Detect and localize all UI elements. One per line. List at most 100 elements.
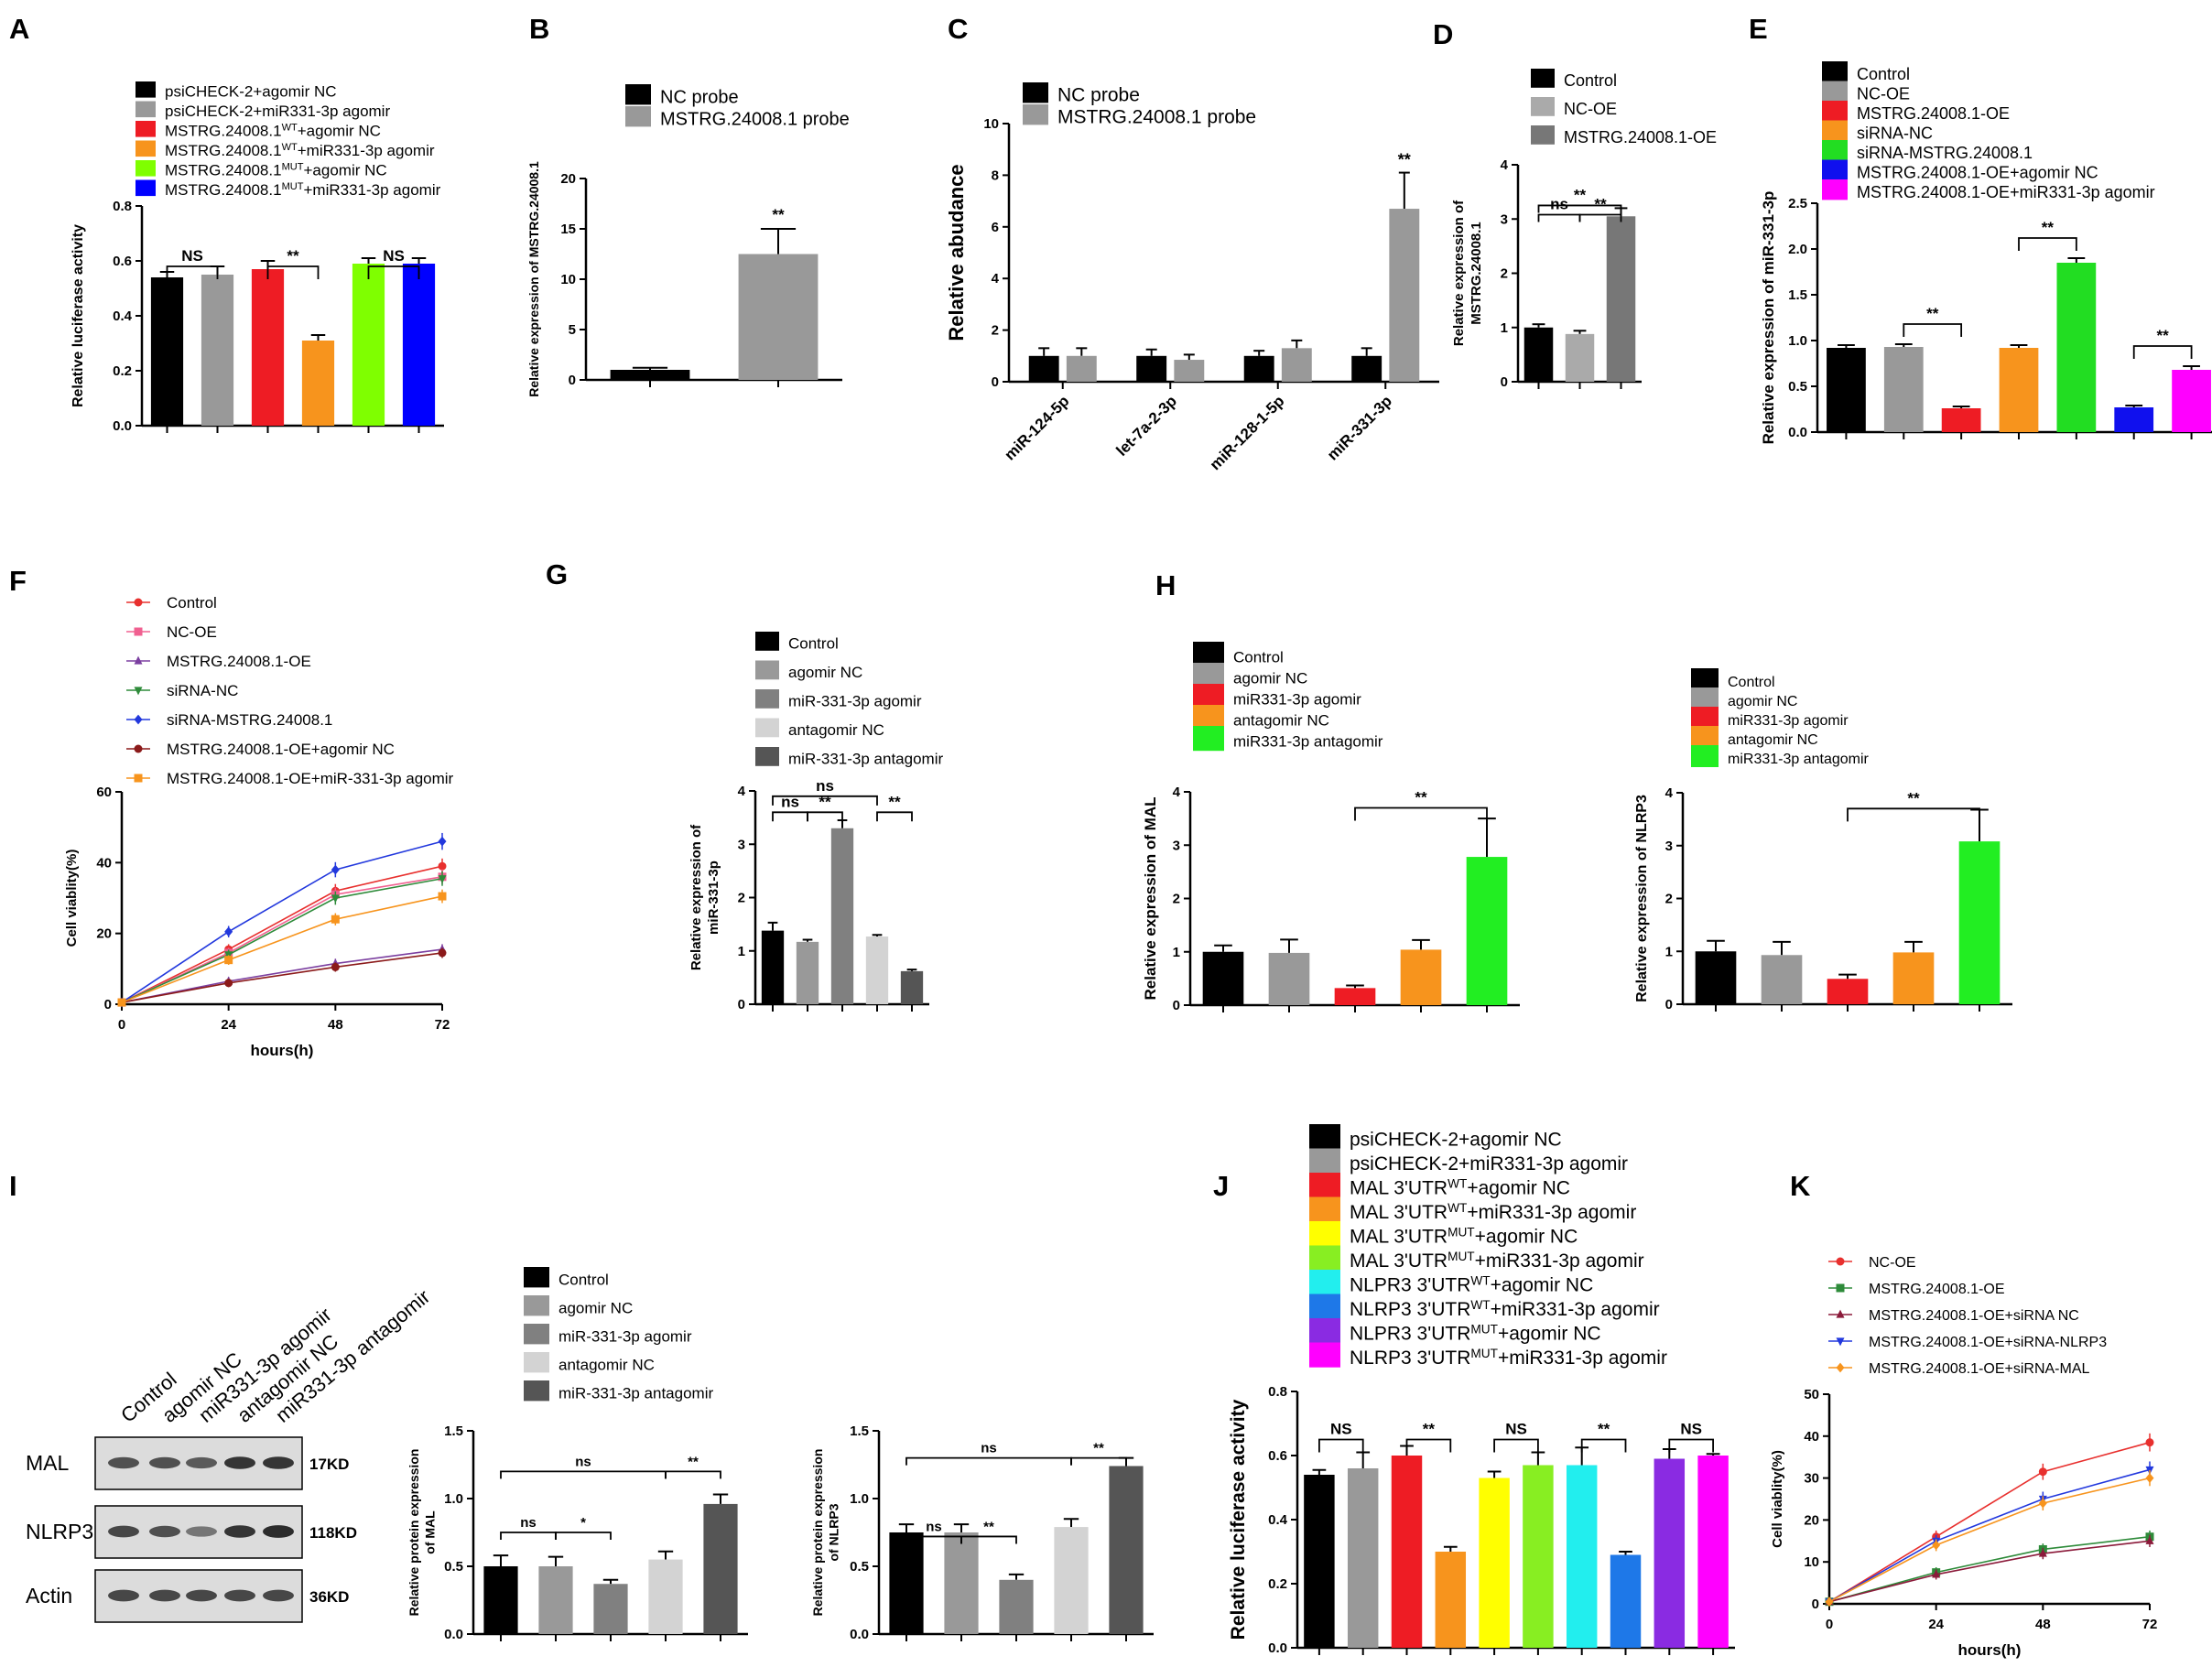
- data-point: [1932, 1540, 1941, 1551]
- legend-label-main: Control: [1233, 648, 1284, 666]
- legend-swatch: [1822, 101, 1848, 122]
- legend-label-main: antagomir NC: [1233, 711, 1329, 729]
- y-tick-label: 0.8: [1268, 1384, 1287, 1400]
- y-tick-label: 20: [1804, 1512, 1819, 1528]
- legend-label: MSTRG.24008.1 probe: [1057, 107, 1256, 128]
- significance-label: **: [2157, 327, 2170, 344]
- data-point: [2145, 1438, 2154, 1447]
- x-tick-label: 72: [435, 1017, 450, 1033]
- legend-swatch: [1691, 707, 1719, 729]
- legend-label-rest: +miR331-3p agomir: [1491, 1299, 1660, 1320]
- legend-swatch: [1822, 140, 1848, 161]
- bar: [402, 264, 436, 426]
- blot-band: [224, 1589, 255, 1602]
- significance-label: **: [888, 793, 901, 810]
- x-axis-title: hours(h): [251, 1042, 314, 1059]
- legend-label: Control: [788, 634, 839, 652]
- blot-protein-label: Actin: [26, 1584, 72, 1607]
- legend-label: Control: [1728, 675, 1775, 690]
- data-point: [1836, 1283, 1845, 1293]
- y-tick-label: 2: [1501, 266, 1508, 282]
- legend-label: miR331-3p antagomir: [1728, 752, 1870, 767]
- legend-label-rest: +agomir NC: [304, 161, 387, 179]
- blot-band: [149, 1589, 180, 1602]
- legend: psiCHECK-2+agomir NC psiCHECK-2+miR331-3p…: [136, 81, 441, 199]
- bar: [900, 970, 924, 1004]
- y-tick-label: 4: [992, 271, 1000, 287]
- data-point: [438, 861, 447, 871]
- legend-swatch: [1691, 668, 1719, 690]
- significance-bracket: [500, 1532, 557, 1540]
- legend-label-main: MSTRG.24008.1: [165, 181, 282, 199]
- legend-swatch: [755, 689, 779, 709]
- legend-label-main: agomir NC: [788, 664, 862, 681]
- y-tick-label: 0.5: [1788, 379, 1807, 395]
- bar: [830, 828, 854, 1004]
- bar: [301, 341, 335, 426]
- y-tick-label: 5: [569, 322, 576, 338]
- legend-swatch: [1309, 1196, 1340, 1222]
- blot-band: [263, 1456, 294, 1469]
- legend-swatch: [1822, 120, 1848, 141]
- data-point: [331, 864, 340, 875]
- legend-label: psiCHECK-2+miR331-3p agomir: [1350, 1153, 1628, 1174]
- significance-bracket: [665, 1470, 721, 1479]
- legend-label: NLPR3 3'UTRWT+agomir NC: [1350, 1273, 1593, 1295]
- data-point: [134, 774, 143, 783]
- panel-letter-H: H: [1155, 569, 1176, 601]
- significance-bracket: [1537, 204, 1622, 213]
- legend-swatch: [524, 1295, 549, 1316]
- data-point: [1836, 1337, 1845, 1347]
- y-tick-label: 10: [983, 116, 999, 132]
- legend-label: agomir NC: [788, 664, 862, 681]
- significance-label: **: [1926, 305, 1939, 322]
- y-axis-title: Cell viablity(%): [1770, 1450, 1785, 1548]
- y-tick-label: 0.5: [444, 1559, 463, 1575]
- y-axis-title: Relative protein expression: [810, 1449, 825, 1617]
- legend-label: MSTRG.24008.1MUT+miR331-3p agomir: [165, 181, 441, 199]
- legend-swatch: [1531, 69, 1555, 88]
- y-tick-label: 0: [1501, 374, 1508, 390]
- significance-bracket: [1493, 1438, 1539, 1453]
- legend-label: miR-331-3p antagomir: [788, 750, 943, 767]
- significance-bracket: [1354, 806, 1488, 821]
- significance-label: ns: [981, 1441, 997, 1456]
- data-point: [1836, 1257, 1845, 1266]
- legend-label-main: MAL 3'UTR: [1350, 1202, 1448, 1223]
- y-tick-label: 1: [738, 944, 745, 959]
- y-tick-label: 2.0: [1788, 242, 1807, 257]
- legend-label-sup: WT: [1470, 1298, 1491, 1312]
- data-point: [224, 979, 233, 988]
- chart-G: 0 1 2 3 4 Relative expression of miR-331-3p nsn…: [689, 777, 929, 1012]
- legend-swatch: [1193, 663, 1224, 688]
- legend-swatch: [1822, 159, 1848, 180]
- legend-label: Control: [1564, 71, 1617, 90]
- y-tick-label: 20: [560, 171, 576, 187]
- blot-band: [224, 1525, 255, 1538]
- legend-label-rest: +agomir NC: [1475, 1227, 1578, 1248]
- y-axis-title: Relative protein expression: [407, 1449, 421, 1617]
- significance-bracket: [1070, 1456, 1127, 1466]
- legend-label: Control: [167, 594, 217, 612]
- legend-label-main: NC probe: [660, 87, 739, 107]
- bar: [1174, 360, 1205, 382]
- series-line: [121, 876, 443, 1003]
- bar: [1347, 1468, 1379, 1648]
- data-point: [2038, 1467, 2047, 1477]
- bar: [1479, 1478, 1510, 1648]
- series-line: [121, 948, 443, 1003]
- legend-swatch: [1193, 642, 1224, 667]
- legend-swatch: [1691, 726, 1719, 748]
- legend-label: siRNA-MSTRG.24008.1: [167, 711, 332, 729]
- bar: [1109, 1466, 1144, 1634]
- legend-label: MSTRG.24008.1WT+miR331-3p agomir: [165, 142, 435, 159]
- y-tick-label: 0.0: [113, 418, 132, 434]
- legend-label: miR331-3p agomir: [1233, 690, 1361, 708]
- y-axis-title: of NLRP3: [827, 1503, 841, 1561]
- significance-label: NS: [1505, 1421, 1527, 1438]
- series-line: [121, 840, 443, 1003]
- legend-label: siRNA-MSTRG.24008.1: [1857, 144, 2033, 162]
